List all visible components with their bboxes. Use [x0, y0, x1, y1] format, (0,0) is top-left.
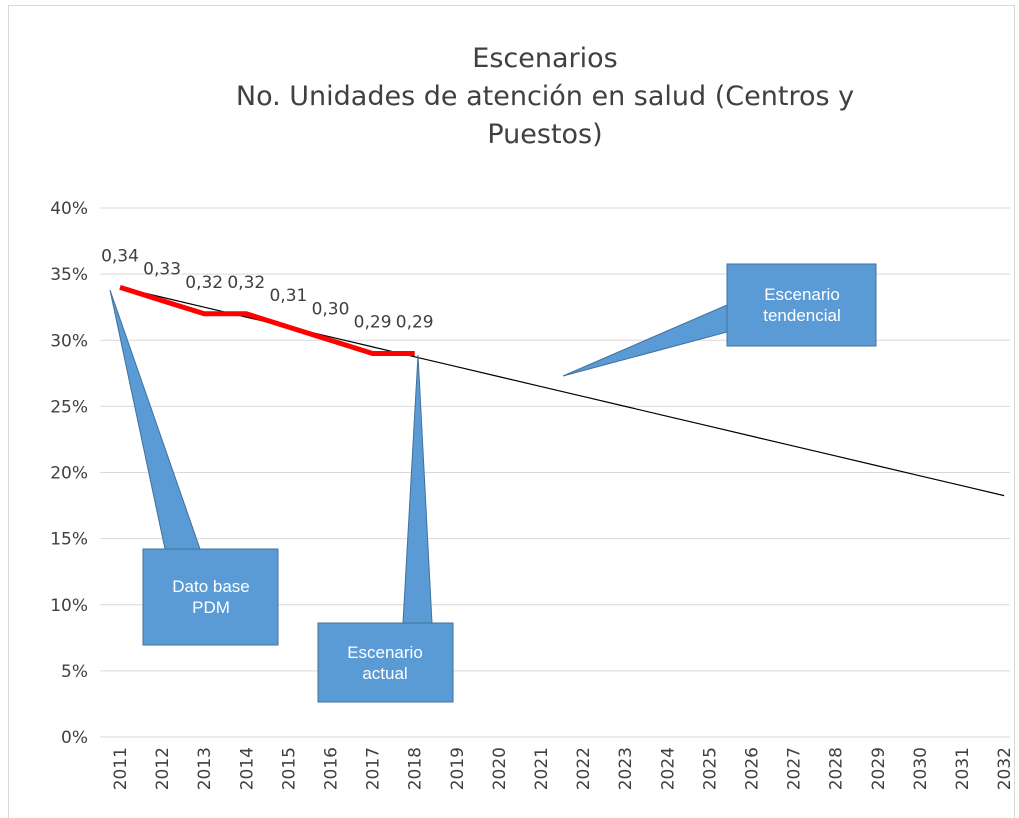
series-line: [119, 284, 415, 356]
callout-text: Escenario tendencial: [763, 285, 841, 325]
y-tick-label: 20%: [50, 464, 88, 484]
data-label: 0,30: [312, 299, 350, 319]
x-tick-label: 2029: [869, 747, 889, 790]
y-tick-label: 15%: [50, 530, 88, 550]
x-tick-label: 2031: [953, 747, 973, 790]
x-tick-label: 2014: [237, 747, 257, 790]
y-tick-label: 10%: [50, 596, 88, 616]
chart-title: Escenarios: [472, 43, 618, 74]
callout-pointer: [109, 289, 201, 550]
x-tick-label: 2022: [574, 747, 594, 790]
data-label: 0,34: [101, 246, 139, 266]
data-label: 0,32: [227, 273, 265, 293]
callout-box: [317, 622, 454, 703]
callout-box: [726, 263, 877, 347]
x-tick-label: 2026: [743, 747, 763, 790]
data-label: 0,33: [143, 260, 181, 280]
callout-box: [142, 548, 279, 646]
x-tick-label: 2016: [322, 747, 342, 790]
x-tick-label: 2025: [700, 747, 720, 790]
x-tick-label: 2024: [658, 747, 678, 790]
y-tick-label: 40%: [50, 199, 88, 219]
data-label: 0,29: [354, 312, 392, 332]
x-tick-label: 2023: [616, 747, 636, 790]
x-tick-label: 2032: [995, 747, 1015, 790]
x-tick-label: 2017: [364, 747, 384, 790]
x-tick-label: 2019: [448, 747, 468, 790]
y-tick-label: 0%: [61, 728, 88, 748]
callout-text: Dato base PDM: [172, 577, 250, 617]
data-label: 0,32: [185, 273, 223, 293]
callout-pointer: [402, 354, 433, 624]
x-tick-label: 2021: [532, 747, 552, 790]
x-tick-label: 2013: [195, 747, 215, 790]
x-tick-label: 2012: [153, 747, 173, 790]
chart-border: [8, 5, 1015, 818]
callout-text: Escenario actual: [347, 642, 423, 683]
x-tick-label: 2020: [490, 747, 510, 790]
y-tick-label: 5%: [61, 662, 88, 682]
chart-subtitle: No. Unidades de atención en salud (Centr…: [235, 81, 855, 150]
x-tick-label: 2018: [406, 747, 426, 790]
x-tick-label: 2027: [785, 747, 805, 790]
x-tick-label: 2030: [911, 747, 931, 790]
data-label: 0,29: [396, 312, 434, 332]
y-tick-label: 30%: [50, 331, 88, 351]
x-tick-label: 2015: [279, 747, 299, 790]
y-tick-label: 25%: [50, 397, 88, 417]
x-tick-label: 2028: [827, 747, 847, 790]
data-label: 0,31: [269, 286, 307, 306]
x-tick-label: 2011: [111, 747, 131, 790]
y-tick-label: 35%: [50, 265, 88, 285]
